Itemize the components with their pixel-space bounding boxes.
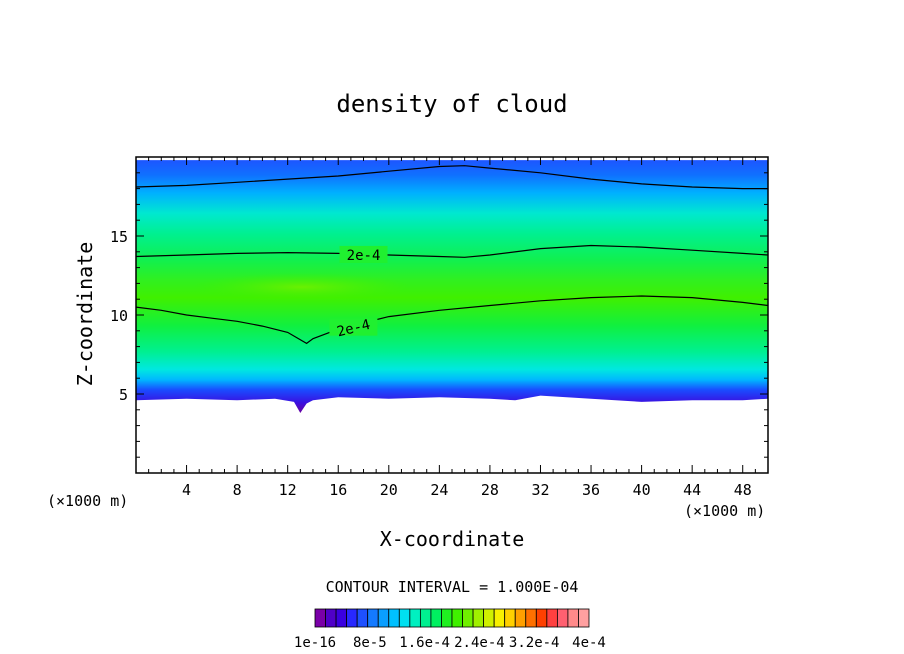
x-tick-label: 8 — [233, 481, 242, 499]
contour-label: 2e-4 — [335, 317, 372, 341]
colorbar-swatch — [462, 608, 474, 628]
colorbar-label: 1.6e-4 — [399, 635, 450, 651]
colorbar-swatch — [441, 608, 453, 628]
density-maximum-region — [192, 273, 412, 301]
colorbar-swatch — [514, 608, 527, 628]
y-tick-label: 10 — [110, 307, 128, 325]
colorbar-swatch — [325, 608, 337, 628]
colorbar-label: 2.4e-4 — [454, 635, 505, 651]
contour-label-group: 2e-4 2e-4 — [329, 245, 388, 341]
colorbar-swatch — [314, 608, 326, 628]
y-axis-ticks: 5 10 15 — [110, 172, 768, 458]
contour-label: 2e-4 — [347, 248, 381, 264]
colorbar-label: 4e-4 — [572, 635, 606, 651]
contour-label-bg — [329, 318, 378, 336]
chart-title: density of cloud — [336, 90, 567, 118]
colorbar-swatch — [398, 608, 411, 628]
plot-area — [136, 160, 768, 413]
colorbar-swatch — [472, 608, 485, 628]
colorbar-swatch — [409, 608, 421, 628]
colorbar-label: 8e-5 — [353, 635, 387, 651]
colorbar-swatch — [504, 608, 516, 628]
colorbar-labels: 1e-16 8e-5 1.6e-4 2.4e-4 3.2e-4 4e-4 — [294, 635, 606, 651]
x-unit-right: (×1000 m) — [684, 502, 765, 520]
y-tick-label: 15 — [110, 228, 128, 246]
x-axis-ticks: 4 8 12 16 20 24 28 32 36 40 44 48 — [148, 157, 756, 499]
colorbar-swatch — [578, 608, 590, 628]
colorbar-swatch — [567, 608, 579, 628]
colorbar-swatch — [546, 608, 558, 628]
x-tick-label: 36 — [582, 481, 600, 499]
x-unit-left: (×1000 m) — [47, 492, 128, 510]
colorbar-swatch — [430, 608, 442, 628]
x-tick-label: 20 — [380, 481, 398, 499]
colorbar — [314, 608, 590, 628]
contour-line-upper — [136, 165, 768, 190]
x-tick-label: 28 — [481, 481, 499, 499]
x-tick-label: 24 — [430, 481, 448, 499]
colorbar-swatch — [356, 608, 369, 628]
y-axis-label: Z-coordinate — [73, 242, 97, 387]
colorbar-swatch — [346, 608, 358, 628]
colorbar-label: 3.2e-4 — [509, 635, 560, 651]
x-axis-label: X-coordinate — [380, 527, 525, 551]
x-tick-label: 4 — [182, 481, 191, 499]
colorbar-swatch — [367, 608, 379, 628]
y-tick-label: 5 — [119, 386, 128, 404]
contour-label-bg — [339, 245, 388, 263]
x-tick-label: 16 — [329, 481, 347, 499]
contour-interval-text: CONTOUR INTERVAL = 1.000E-04 — [326, 578, 579, 596]
colorbar-swatch — [493, 608, 506, 628]
colorbar-swatch — [419, 608, 432, 628]
x-tick-label: 40 — [633, 481, 651, 499]
x-tick-label: 48 — [734, 481, 752, 499]
colorbar-swatch — [525, 608, 537, 628]
x-tick-label: 44 — [683, 481, 701, 499]
colorbar-swatch — [451, 608, 463, 628]
colorbar-swatch — [335, 608, 348, 628]
x-tick-label: 32 — [531, 481, 549, 499]
cloud-field — [136, 160, 768, 413]
colorbar-swatch — [388, 608, 400, 628]
colorbar-swatch — [377, 608, 390, 628]
contour-line-mid — [136, 244, 768, 258]
colorbar-label: 1e-16 — [294, 635, 336, 651]
colorbar-swatch — [483, 608, 495, 628]
colorbar-swatch — [535, 608, 548, 628]
x-tick-label: 12 — [279, 481, 297, 499]
colorbar-swatch — [556, 608, 569, 628]
